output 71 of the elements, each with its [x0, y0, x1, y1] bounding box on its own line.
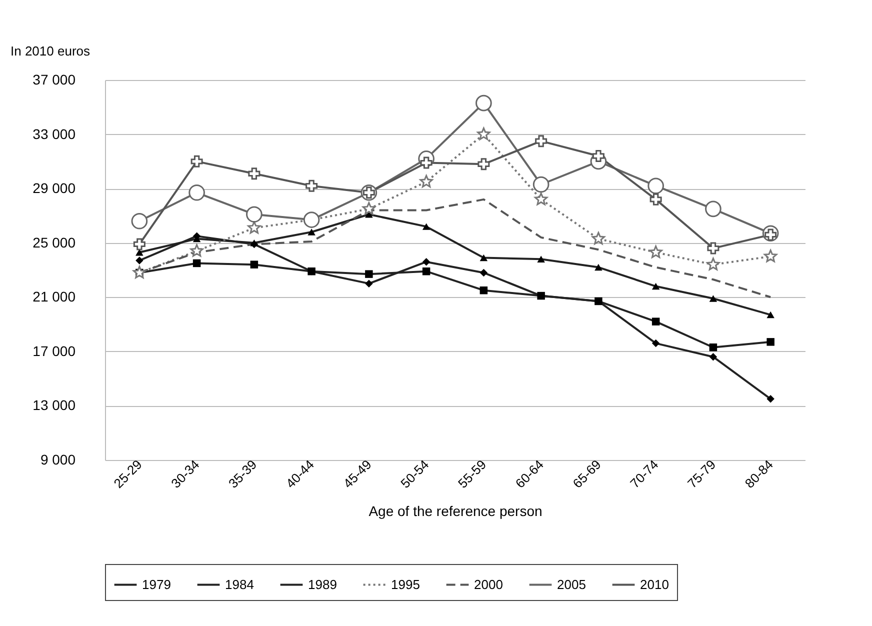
point [532, 176, 550, 193]
point [190, 155, 203, 168]
point [648, 178, 664, 194]
point [133, 238, 146, 250]
y-tick-label: 17 000 [32, 342, 76, 359]
y-tick-label: 9 000 [40, 452, 76, 468]
point [306, 180, 318, 192]
point [706, 258, 720, 270]
point [192, 259, 201, 268]
legend-label: 2005 [557, 576, 586, 592]
legend-label: 2010 [640, 576, 669, 592]
point [652, 282, 660, 290]
point [709, 343, 718, 352]
y-axis-title: In 2010 euros [10, 44, 91, 58]
point [308, 228, 316, 236]
y-tick-label: 21 000 [32, 288, 76, 305]
legend-label: 1979 [142, 576, 171, 592]
point [480, 286, 488, 294]
point [477, 127, 490, 140]
point [362, 202, 376, 215]
point [535, 135, 548, 148]
point [190, 244, 204, 257]
point [709, 352, 718, 361]
point [709, 295, 718, 302]
point [594, 264, 602, 271]
point [365, 270, 373, 278]
legend-label: 1989 [308, 576, 337, 592]
y-tick-label: 29 000 [32, 180, 76, 196]
point [534, 192, 548, 206]
point [188, 184, 205, 201]
point [308, 267, 316, 276]
x-axis-title: Age of the reference person [368, 502, 542, 519]
point [476, 94, 492, 112]
point [478, 158, 490, 170]
point [766, 395, 774, 403]
point [248, 221, 261, 234]
point [766, 311, 774, 318]
point [705, 200, 722, 218]
point [250, 260, 258, 268]
legend-label: 1995 [391, 576, 420, 592]
point [365, 280, 373, 288]
point [248, 168, 260, 180]
point [420, 174, 433, 188]
y-tick-label: 37 000 [32, 72, 76, 88]
point [652, 339, 660, 348]
point [592, 232, 606, 244]
point [422, 267, 430, 276]
y-tick-label: 13 000 [32, 397, 76, 414]
point [592, 150, 604, 162]
point [422, 223, 430, 230]
legend-label: 2000 [474, 576, 503, 592]
point [652, 318, 660, 326]
point [707, 242, 720, 254]
point [132, 266, 146, 278]
point [480, 254, 488, 262]
point [649, 245, 662, 258]
point [136, 256, 144, 264]
point [537, 292, 545, 300]
point [246, 206, 262, 223]
point [422, 258, 430, 266]
point [650, 193, 662, 206]
point [131, 212, 148, 230]
legend-label: 1984 [225, 576, 254, 592]
point [537, 256, 545, 262]
point [136, 249, 144, 256]
y-tick-label: 25 000 [32, 234, 76, 250]
point [480, 268, 488, 277]
point [766, 338, 774, 346]
point [594, 297, 602, 306]
point [764, 250, 778, 262]
y-tick-label: 33 000 [32, 126, 76, 142]
